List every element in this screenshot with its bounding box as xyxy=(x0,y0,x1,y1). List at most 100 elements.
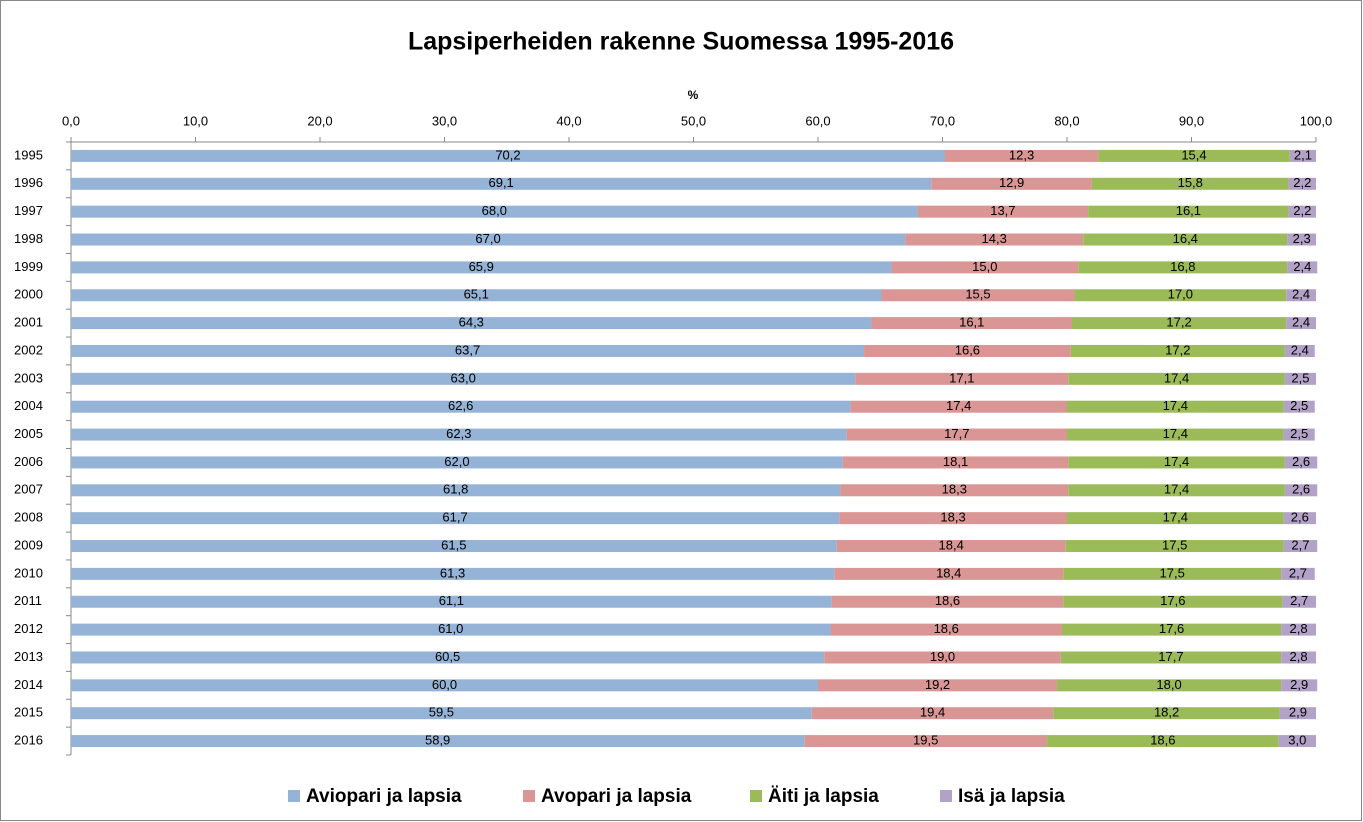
bar-segment xyxy=(1068,484,1285,497)
y-tick-label: 1995 xyxy=(14,147,43,162)
x-tick-label: 80,0 xyxy=(1054,113,1079,128)
data-label: 3,0 xyxy=(1288,733,1306,748)
x-tick-label: 70,0 xyxy=(930,113,955,128)
data-label: 17,4 xyxy=(1164,370,1189,385)
bar-segment xyxy=(1068,372,1285,385)
bar-segment xyxy=(1063,595,1283,608)
data-label: 17,4 xyxy=(1164,482,1189,497)
bar-segment xyxy=(831,595,1064,608)
bar-segment xyxy=(1067,512,1284,525)
y-tick-label: 2007 xyxy=(14,482,43,497)
data-label: 2,4 xyxy=(1293,259,1311,274)
chart-title: Lapsiperheiden rakenne Suomessa 1995-201… xyxy=(408,28,954,56)
bar-segment xyxy=(1282,595,1316,608)
data-label: 2,7 xyxy=(1290,593,1308,608)
data-label: 18,2 xyxy=(1154,705,1179,720)
bar-segment xyxy=(1279,707,1316,720)
y-tick-label: 2009 xyxy=(14,537,43,552)
bar-segment xyxy=(1289,149,1316,162)
data-label: 17,2 xyxy=(1165,342,1190,357)
bar-segment xyxy=(830,623,1063,636)
bar-segment xyxy=(1062,623,1282,636)
y-tick-label: 1997 xyxy=(14,203,43,218)
bar-segment xyxy=(1053,707,1280,720)
data-label: 61,7 xyxy=(442,510,467,525)
data-label: 2,1 xyxy=(1294,147,1312,162)
bar-segment xyxy=(1078,261,1288,274)
bar-segment xyxy=(1288,205,1316,218)
data-label: 18,4 xyxy=(936,565,961,580)
data-label: 2,5 xyxy=(1290,398,1308,413)
data-label: 12,9 xyxy=(999,175,1024,190)
data-label: 68,0 xyxy=(482,203,507,218)
data-label: 18,6 xyxy=(1150,733,1175,748)
data-label: 67,0 xyxy=(475,231,500,246)
data-label: 61,8 xyxy=(443,482,468,497)
data-label: 17,6 xyxy=(1159,621,1184,636)
data-label: 62,0 xyxy=(444,454,469,469)
data-label: 17,7 xyxy=(944,426,969,441)
data-label: 16,8 xyxy=(1170,259,1195,274)
bar-segment xyxy=(1070,344,1285,357)
data-label: 17,4 xyxy=(1163,398,1188,413)
bar-segment xyxy=(1057,679,1282,692)
bar-segment xyxy=(71,512,840,525)
x-axis-title: % xyxy=(688,88,699,102)
data-label: 19,2 xyxy=(925,677,950,692)
bar-segment xyxy=(881,289,1075,302)
bar-segment xyxy=(1047,735,1279,748)
data-label: 15,8 xyxy=(1178,175,1203,190)
data-label: 61,3 xyxy=(440,565,465,580)
bar-segment xyxy=(905,233,1084,246)
data-label: 2,7 xyxy=(1291,537,1309,552)
y-tick-label: 1996 xyxy=(14,175,43,190)
data-label: 2,6 xyxy=(1291,510,1309,525)
data-label: 60,5 xyxy=(435,649,460,664)
y-tick-label: 2000 xyxy=(14,287,43,302)
data-label: 2,3 xyxy=(1293,231,1311,246)
bar-segment xyxy=(864,344,1071,357)
y-tick-label: 2015 xyxy=(14,705,43,720)
bar-segment xyxy=(1098,149,1290,162)
bar-segment xyxy=(1284,344,1315,357)
bar-segment xyxy=(1284,456,1318,469)
data-label: 17,4 xyxy=(946,398,971,413)
bar-segment xyxy=(1065,540,1284,553)
data-label: 14,3 xyxy=(982,231,1007,246)
bar-segment xyxy=(1071,317,1287,330)
x-tick-label: 60,0 xyxy=(805,113,830,128)
data-label: 16,6 xyxy=(955,342,980,357)
legend-label: Isä ja lapsia xyxy=(958,786,1065,807)
bar-segment xyxy=(1281,567,1315,580)
data-label: 19,0 xyxy=(930,649,955,664)
bar-segment xyxy=(71,289,882,302)
bar-segment xyxy=(71,595,832,608)
y-tick-label: 2010 xyxy=(14,565,43,580)
bar-segment xyxy=(1286,317,1316,330)
bar-segment xyxy=(71,623,831,636)
bar-segment xyxy=(71,344,865,357)
data-label: 17,4 xyxy=(1163,510,1188,525)
x-tick-label: 0,0 xyxy=(62,113,80,128)
bar-segment xyxy=(1083,233,1288,246)
bar-segment xyxy=(71,567,835,580)
data-label: 18,4 xyxy=(939,537,964,552)
bar-segment xyxy=(71,679,818,692)
data-label: 70,2 xyxy=(495,147,520,162)
bar-segment xyxy=(71,205,918,218)
y-tick-label: 2012 xyxy=(14,621,43,636)
bar-segment xyxy=(1281,623,1316,636)
bar-segment xyxy=(1283,512,1316,525)
bar-segment xyxy=(1278,735,1316,748)
bar-segment xyxy=(846,428,1067,441)
bar-segment xyxy=(71,149,945,162)
x-tick-label: 30,0 xyxy=(432,113,457,128)
bar-segment xyxy=(1283,400,1315,413)
data-label: 2,2 xyxy=(1293,203,1311,218)
data-label: 17,1 xyxy=(949,370,974,385)
bar-segment xyxy=(1067,428,1284,441)
y-tick-label: 2008 xyxy=(14,510,43,525)
legend-label: Aviopari ja lapsia xyxy=(306,786,462,807)
bar-segment xyxy=(839,512,1067,525)
